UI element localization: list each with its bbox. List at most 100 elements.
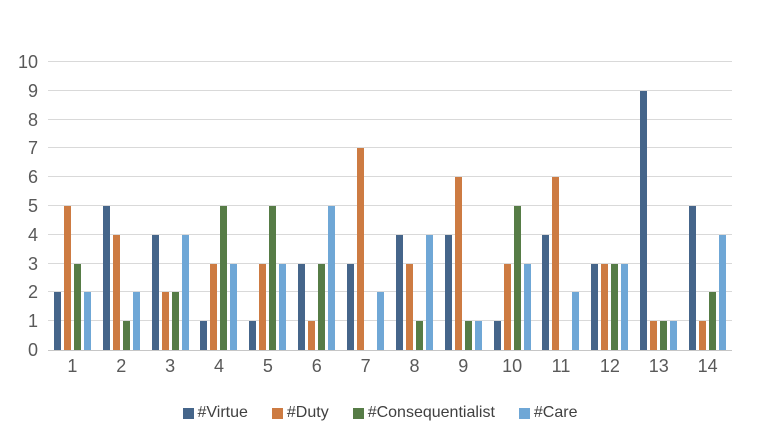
x-tick-label: 4: [214, 356, 225, 376]
bar-duty: [601, 263, 609, 350]
bar-duty: [405, 263, 413, 350]
bar-care: [425, 234, 433, 350]
legend-swatch-icon: [518, 407, 530, 419]
y-tick-label: 3: [27, 253, 38, 274]
legend-label: #Consequentialist: [367, 404, 495, 421]
bar-duty: [357, 148, 365, 350]
x-tick-label: 11: [551, 356, 571, 376]
y-tick-label: 6: [27, 167, 38, 188]
bar-virtue: [102, 206, 110, 350]
y-tick-label: 10: [17, 52, 38, 72]
y-tick-label: 0: [27, 340, 38, 360]
bar-consequentialist: [611, 263, 619, 350]
bar-group: [97, 62, 146, 350]
bar-care: [83, 292, 91, 350]
bar-care: [572, 292, 580, 350]
legend: #Virtue #Duty #Consequentialist #Care: [0, 404, 760, 422]
bar-care: [279, 263, 287, 350]
bar-group: [292, 62, 341, 350]
y-tick-label: 1: [27, 311, 38, 332]
legend-swatch-icon: [352, 407, 364, 419]
bar-duty: [503, 263, 511, 350]
y-tick-label: 9: [27, 80, 38, 101]
y-tick-label: 7: [27, 138, 38, 159]
bar-group: [390, 62, 439, 350]
bar-group: [195, 62, 244, 350]
legend-label: #Duty: [286, 404, 329, 421]
bar-duty: [552, 177, 560, 350]
x-tick-label: 1: [67, 356, 78, 376]
bar-virtue: [395, 234, 403, 350]
bar-care: [670, 321, 678, 350]
bar-duty: [699, 321, 707, 350]
bar-care: [230, 263, 238, 350]
bar-care: [132, 292, 140, 350]
bar-virtue: [200, 321, 208, 350]
bar-group: [537, 62, 586, 350]
bar-consequentialist: [122, 321, 130, 350]
bar-consequentialist: [269, 206, 277, 350]
plot-area: [48, 61, 732, 351]
x-tick-label: 10: [502, 356, 523, 376]
x-tick-label: 14: [697, 356, 718, 376]
bar-group: [634, 62, 683, 350]
bar-virtue: [542, 234, 550, 350]
bar-virtue: [591, 263, 599, 350]
legend-item: #Duty: [271, 404, 329, 422]
bar-care: [181, 234, 189, 350]
bar-group: [585, 62, 634, 350]
bar-group: [48, 62, 97, 350]
gridline: [48, 176, 732, 178]
bar-consequentialist: [709, 292, 717, 350]
bar-care: [621, 263, 629, 350]
bar-consequentialist: [73, 263, 81, 350]
legend-label: #Care: [533, 404, 578, 421]
bar-virtue: [640, 90, 648, 350]
bar-care: [719, 234, 727, 350]
bar-consequentialist: [171, 292, 179, 350]
x-tick-label: 12: [599, 356, 620, 376]
y-tick-label: 5: [27, 196, 38, 216]
bar-duty: [161, 292, 169, 350]
gridline: [48, 233, 732, 235]
gridline: [48, 61, 732, 62]
gridline: [48, 320, 732, 322]
x-axis: 1 2 3 4 5 6 7 8 9 10 11 12 13 14: [48, 356, 732, 377]
bar-duty: [259, 263, 267, 350]
bar-consequentialist: [464, 321, 472, 350]
bar-group: [683, 62, 732, 350]
bar-virtue: [249, 321, 257, 350]
gridline: [48, 205, 732, 206]
bar-duty: [210, 263, 218, 350]
x-tick-label: 2: [116, 356, 127, 376]
x-tick-label: 13: [648, 356, 669, 376]
legend-item: #Care: [518, 404, 578, 422]
bar-group: [146, 62, 195, 350]
x-tick-label: 7: [360, 356, 371, 376]
bar-group: [243, 62, 292, 350]
gridline: [48, 291, 732, 293]
bar-virtue: [444, 234, 452, 350]
x-tick-label: 8: [409, 356, 420, 376]
bar-group: [341, 62, 390, 350]
bar-duty: [650, 321, 658, 350]
gridline: [48, 89, 732, 91]
bar-care: [523, 263, 531, 350]
bar-care: [377, 292, 385, 350]
bar-group: [439, 62, 488, 350]
gridline: [48, 262, 732, 264]
bar-care: [328, 206, 336, 350]
bar-duty: [308, 321, 316, 350]
bar-consequentialist: [318, 263, 326, 350]
bar-virtue: [689, 206, 697, 350]
legend-label: #Virtue: [197, 404, 248, 421]
y-tick-label: 2: [27, 282, 38, 303]
y-tick-label: 8: [27, 109, 38, 130]
bar-consequentialist: [660, 321, 668, 350]
bar-group: [488, 62, 537, 350]
bar-duty: [454, 177, 462, 350]
bar-consequentialist: [220, 206, 228, 350]
bar-virtue: [493, 321, 501, 350]
legend-swatch-icon: [182, 407, 194, 419]
bar-virtue: [298, 263, 306, 350]
